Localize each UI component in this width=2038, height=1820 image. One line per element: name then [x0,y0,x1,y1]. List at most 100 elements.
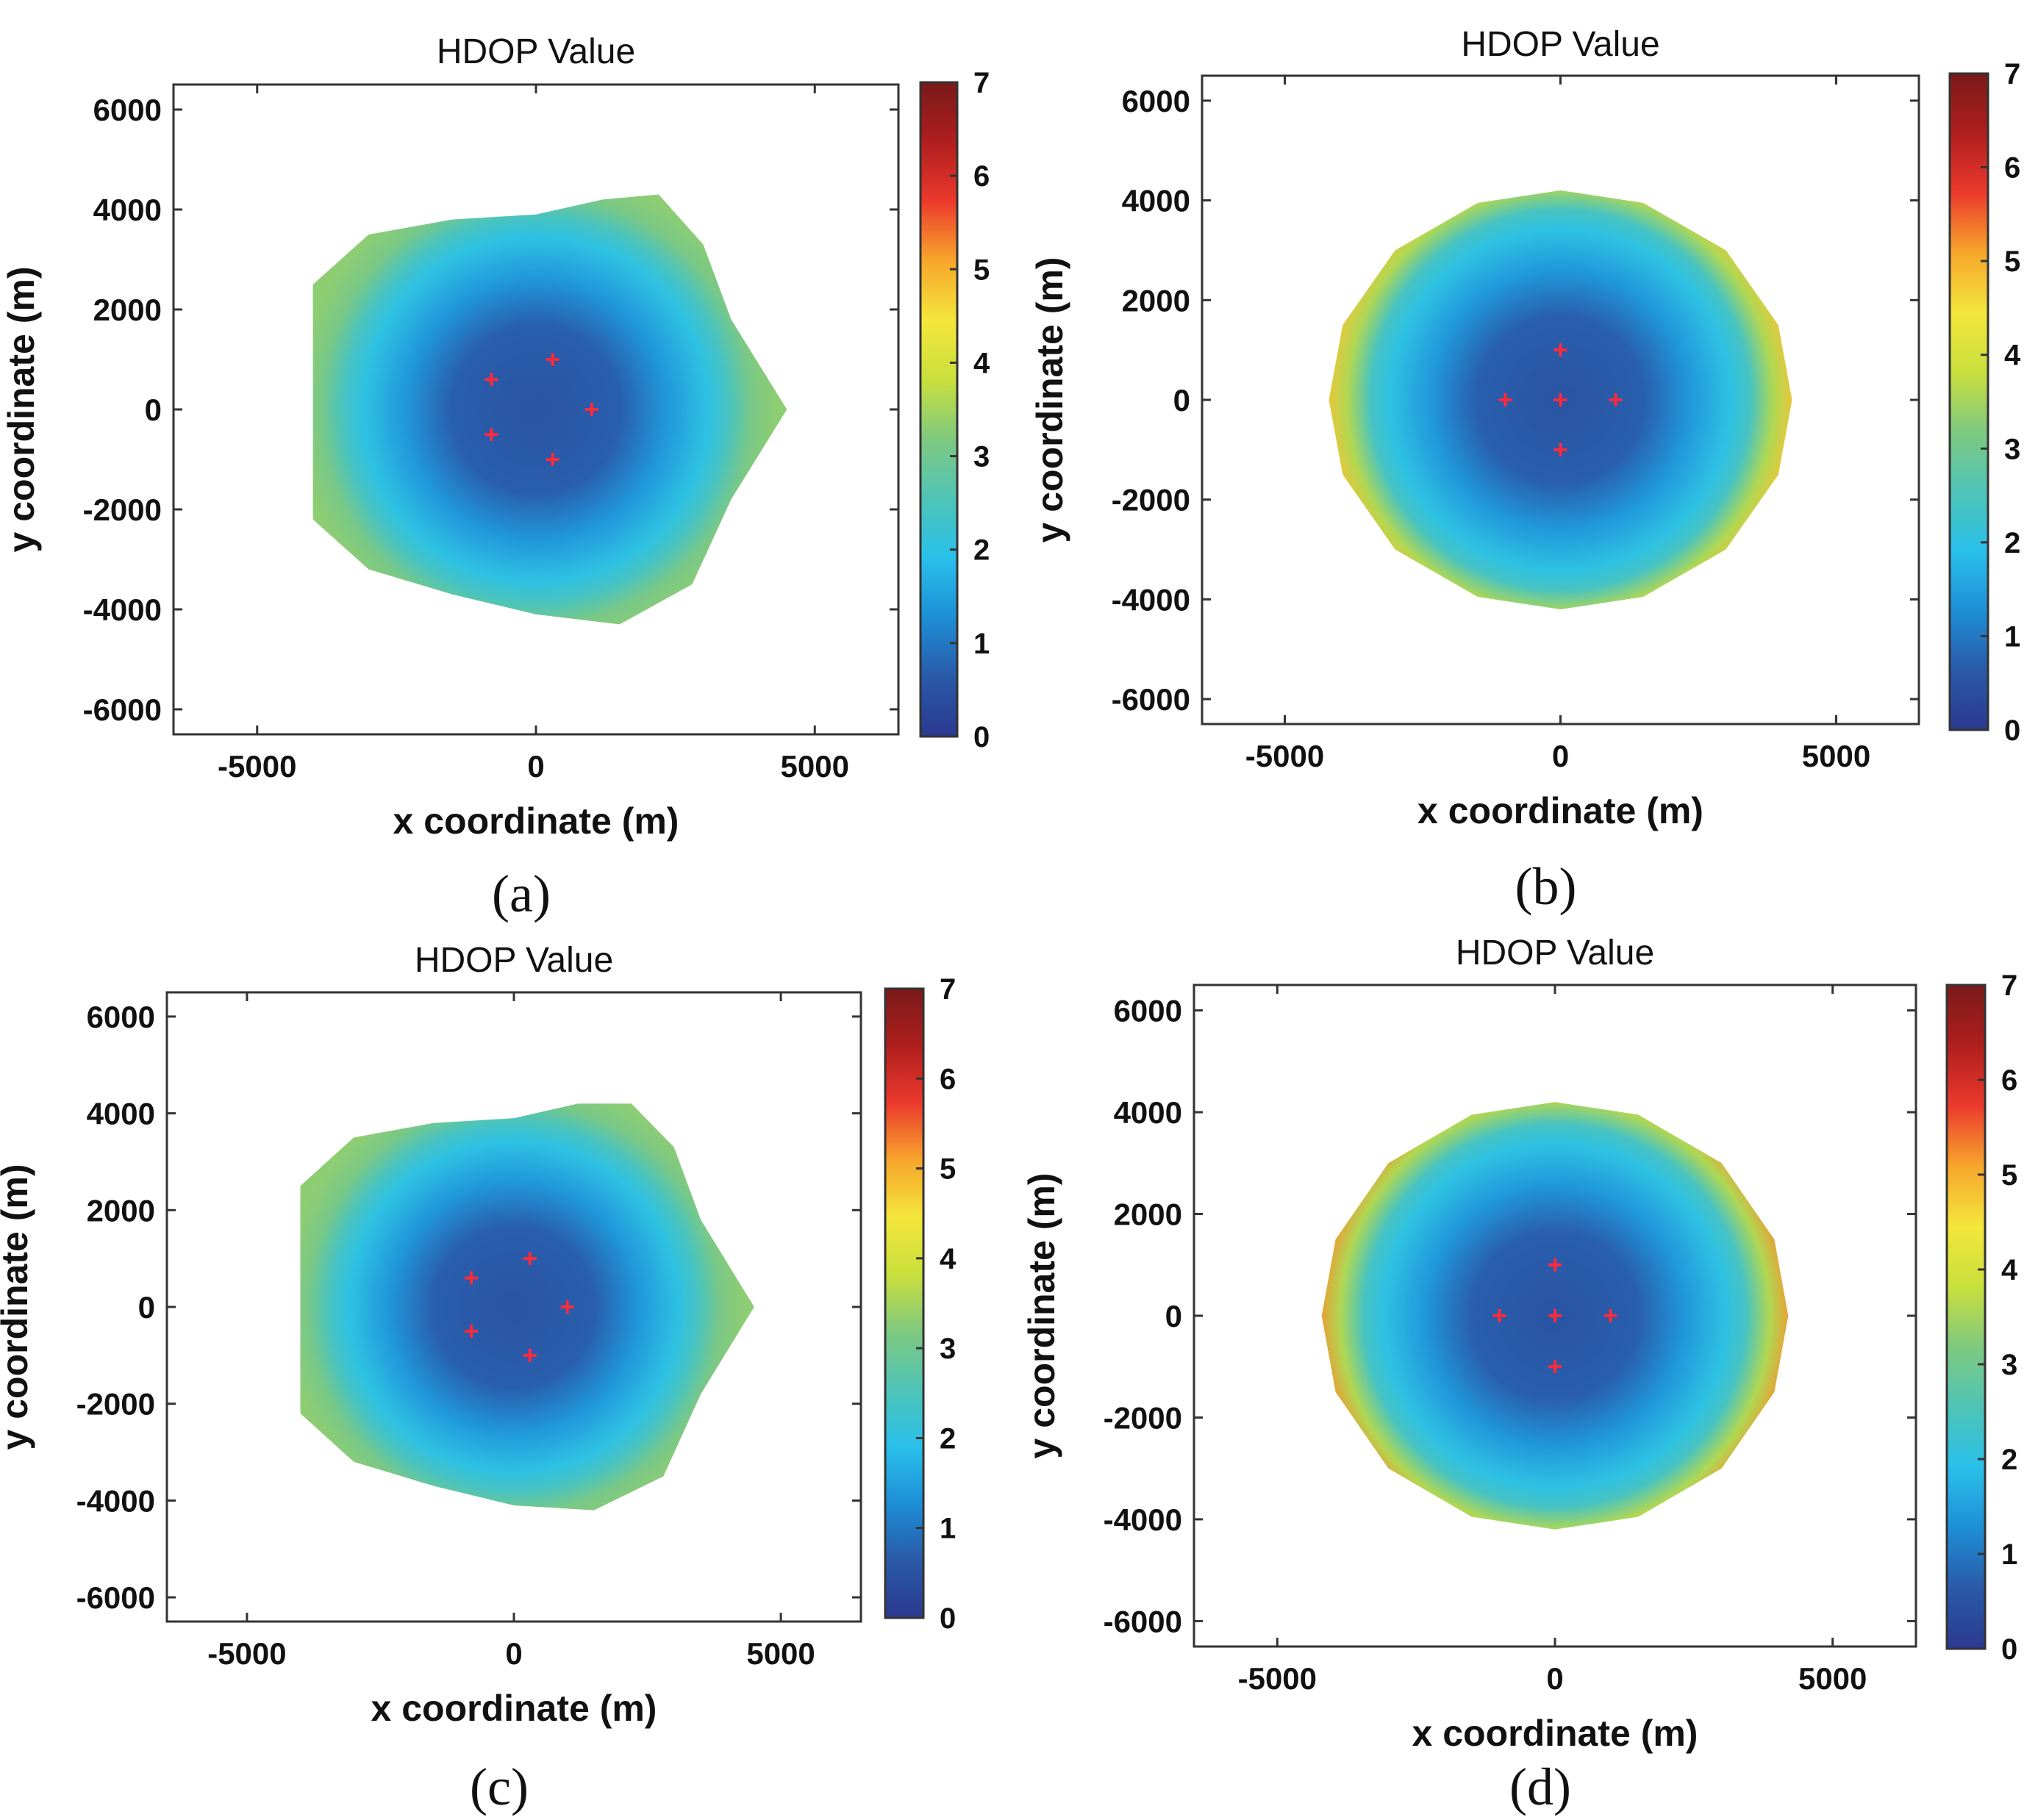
colorbar [884,987,925,1619]
x-tick-label: -5000 [207,1636,286,1671]
x-tick-label: 5000 [1802,739,1870,773]
receiver-marker [1609,393,1623,406]
colorbar-tick-label: 5 [2001,1159,2017,1192]
colorbar-tick-label: 6 [940,1063,956,1095]
subfigure-caption: (d) [1509,1758,1571,1816]
x-tick-label: 0 [505,1636,522,1671]
colorbar-tick-label: 3 [2001,1349,2017,1381]
x-tick-label: 0 [1546,1661,1563,1696]
y-tick-label: -4000 [76,1483,155,1518]
colorbar-tick-label: 6 [2004,152,2020,184]
y-tick-label: 6000 [87,1000,155,1034]
y-tick-label: 2000 [93,293,162,327]
x-tick-label: 5000 [1798,1661,1867,1696]
y-tick-label: -2000 [76,1387,155,1422]
colorbar-tick-label: 6 [973,160,990,193]
colorbar [1948,72,1989,731]
x-tick-label: -5000 [218,749,296,784]
y-tick-label: -2000 [1112,483,1190,517]
colorbar-tick-label: 0 [940,1602,956,1635]
subfigure-caption: (b) [1515,857,1577,916]
receiver-marker [1553,393,1567,406]
x-tick-label: -5000 [1245,739,1324,773]
colorbar-tick-label: 2 [973,534,990,567]
colorbar [1945,984,1987,1650]
receiver-marker [523,1252,537,1266]
panel-a: -5000 0 5000 6000 4000 2000 0 -2000 -4000 -6000 HD… [1,32,990,923]
colorbar-tick-label: 2 [2001,1444,2017,1476]
colorbar-tick-label: 3 [973,441,990,473]
y-tick-label: 4000 [1114,1095,1182,1130]
panel-b: -5000 0 5000 6000 4000 2000 0 -2000 -4000 -6000 HD… [1029,25,2021,916]
y-tick-label: 4000 [87,1097,155,1131]
y-tick-label: 2000 [87,1193,155,1228]
receiver-marker [1548,1309,1562,1322]
receiver-marker [1553,443,1567,456]
y-tick-label: -6000 [1112,682,1190,717]
colorbar-tick-label: 5 [973,254,990,286]
colorbar-tick-label: 5 [940,1153,956,1186]
receiver-marker [485,428,498,441]
subfigure-caption: (a) [492,864,551,923]
receiver-marker [1548,1258,1562,1272]
colorbar-tick-label: 1 [973,628,990,660]
colorbar-tick-label: 1 [940,1513,956,1545]
panel-d: -5000 0 5000 6000 4000 2000 0 -2000 -4000 -6000 HD… [1021,934,2018,1816]
receiver-marker [1498,393,1512,406]
colorbar-tick-label: 3 [940,1333,956,1365]
y-tick-label: -6000 [1104,1604,1182,1638]
y-tick-label: -4000 [1112,582,1190,617]
chart-title: HDOP Value [437,32,635,71]
subfigure-caption: (c) [470,1758,529,1816]
y-tick-label: -6000 [83,692,162,727]
colorbar-tick-label: 1 [2004,620,2020,653]
colorbar-tick-label: 1 [2001,1538,2017,1571]
y-tick-label: 0 [1173,383,1190,418]
y-axis-label: y coordinate (m) [0,1164,35,1450]
colorbar-tick-label: 3 [2004,433,2020,465]
colorbar-tick-label: 0 [2001,1633,2017,1666]
receiver-marker [1548,1360,1562,1374]
y-tick-label: -6000 [76,1580,155,1615]
receiver-marker [584,403,598,416]
receiver-marker [464,1324,478,1338]
colorbar-tick-label: 0 [2004,714,2020,747]
receiver-marker [546,353,559,366]
colorbar-tick-label: 5 [2004,246,2020,278]
y-tick-label: 2000 [1114,1197,1182,1232]
receiver-marker [1492,1309,1506,1322]
y-axis-label: y coordinate (m) [1021,1173,1062,1459]
y-tick-label: 0 [145,393,162,427]
y-axis-label: y coordinate (m) [1029,257,1070,543]
colorbar-tick-label: 4 [2004,340,2021,372]
colorbar-tick-label: 7 [2004,58,2020,90]
y-tick-label: 4000 [93,193,162,227]
colorbar [919,81,959,738]
receiver-marker [1553,343,1567,357]
y-tick-label: 6000 [1122,84,1190,118]
y-tick-label: -4000 [1104,1502,1182,1537]
y-tick-label: 6000 [93,93,162,127]
receiver-marker [560,1300,574,1314]
x-axis-label: x coordinate (m) [1412,1713,1698,1754]
x-tick-label: -5000 [1238,1661,1317,1696]
x-tick-label: 5000 [781,749,849,784]
colorbar-tick-label: 7 [940,973,956,1006]
receiver-marker [523,1348,537,1362]
colorbar-tick-label: 4 [2001,1254,2018,1286]
y-axis-label: y coordinate (m) [1,267,42,553]
colorbar-tick-label: 7 [973,67,990,99]
receiver-marker [485,373,498,387]
y-tick-label: 2000 [1122,283,1190,318]
y-tick-label: 0 [138,1290,155,1325]
hdop-coverage-region [312,194,787,625]
y-tick-label: 0 [1165,1299,1182,1333]
x-tick-label: 0 [527,749,544,784]
y-tick-label: 4000 [1122,184,1190,218]
colorbar-tick-label: 4 [940,1243,957,1275]
receiver-marker [546,453,559,466]
chart-title: HDOP Value [1456,934,1654,972]
y-tick-label: -2000 [83,492,162,527]
chart-title: HDOP Value [1461,25,1659,64]
